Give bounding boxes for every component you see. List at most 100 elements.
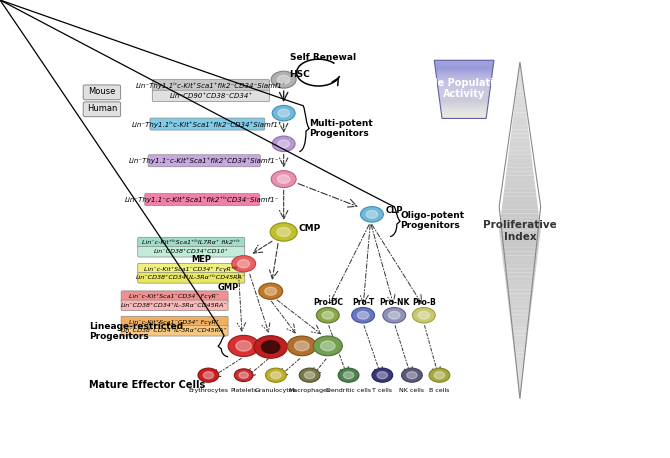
Polygon shape [510,315,531,319]
Circle shape [304,371,315,379]
Polygon shape [515,357,525,361]
Text: HSC: HSC [289,70,310,79]
Polygon shape [434,60,494,61]
Text: T cells: T cells [373,388,393,393]
Polygon shape [436,69,493,70]
Polygon shape [511,323,529,327]
Polygon shape [439,92,490,93]
Polygon shape [439,93,490,94]
Circle shape [236,341,251,351]
Polygon shape [519,390,521,395]
Polygon shape [434,61,494,62]
Polygon shape [515,100,525,104]
Circle shape [407,371,417,379]
Polygon shape [501,209,539,213]
Polygon shape [507,167,533,171]
Polygon shape [511,327,529,332]
Polygon shape [438,83,491,84]
Polygon shape [504,188,536,192]
Circle shape [272,136,295,152]
Circle shape [271,71,296,88]
Polygon shape [502,205,538,209]
Circle shape [429,368,450,382]
Circle shape [239,372,249,378]
Polygon shape [502,256,537,260]
Polygon shape [518,382,522,386]
Circle shape [277,228,290,237]
Polygon shape [513,117,527,121]
Circle shape [383,307,406,323]
Text: Lin⁻c-Kit⁺Sca1⁻CD34⁺ FcγR⁺: Lin⁻c-Kit⁺Sca1⁻CD34⁺ FcγR⁺ [129,319,220,325]
Text: NK cells: NK cells [399,388,424,393]
Polygon shape [436,74,492,75]
FancyBboxPatch shape [83,102,121,117]
Circle shape [272,105,295,121]
Polygon shape [436,75,492,76]
Polygon shape [510,319,530,323]
Text: Pro-T: Pro-T [352,298,375,307]
Text: Lin⁻CD38⁺CD34⁺IL-3Rα⁺ᴵᶜCD45RA⁻: Lin⁻CD38⁺CD34⁺IL-3Rα⁺ᴵᶜCD45RA⁻ [136,275,247,280]
FancyBboxPatch shape [138,273,245,283]
Polygon shape [442,113,487,114]
Text: Lin⁻CD90⁺CD38⁻CD34⁺: Lin⁻CD90⁺CD38⁻CD34⁺ [170,93,253,99]
Polygon shape [512,332,528,336]
Text: Self Renewal: Self Renewal [289,53,356,62]
Polygon shape [441,108,488,109]
Polygon shape [514,104,526,109]
Text: Proliferative
Index: Proliferative Index [483,220,557,242]
Polygon shape [438,86,490,87]
Polygon shape [436,68,493,69]
Polygon shape [509,306,531,311]
Text: Granulocytes: Granulocytes [255,388,297,393]
Polygon shape [517,374,523,378]
FancyBboxPatch shape [152,90,269,102]
Circle shape [343,371,354,379]
Polygon shape [440,101,488,102]
Polygon shape [517,79,523,83]
Text: Lin⁻c-Kit⁺ᴵᶜSca1⁺ᴵᶜIL7Rα⁺ flk2⁺ᴵᶜ: Lin⁻c-Kit⁺ᴵᶜSca1⁺ᴵᶜIL7Rα⁺ flk2⁺ᴵᶜ [142,240,240,245]
Text: Lin⁻c-Kit⁺Sca1⁻CD34⁺ FcγR⁺ᴵᶜ: Lin⁻c-Kit⁺Sca1⁻CD34⁺ FcγR⁺ᴵᶜ [144,266,238,272]
Circle shape [265,368,286,382]
Polygon shape [512,336,528,340]
Polygon shape [442,117,486,119]
Polygon shape [514,353,526,357]
Polygon shape [438,89,490,90]
Polygon shape [440,103,488,104]
Polygon shape [440,99,489,100]
Polygon shape [511,129,529,134]
Polygon shape [436,73,492,74]
Polygon shape [441,109,488,110]
Polygon shape [436,72,492,73]
Polygon shape [513,113,527,117]
Text: Erythrocytes: Erythrocytes [188,388,228,393]
Circle shape [277,76,290,84]
Circle shape [299,368,320,382]
FancyBboxPatch shape [121,291,228,302]
Polygon shape [438,90,490,91]
Polygon shape [438,91,490,92]
FancyBboxPatch shape [150,118,265,130]
Polygon shape [436,70,492,71]
Circle shape [203,371,214,379]
Polygon shape [510,142,531,146]
Polygon shape [502,251,538,256]
Polygon shape [435,62,494,63]
Polygon shape [519,66,521,71]
Polygon shape [514,109,526,113]
Polygon shape [440,105,488,106]
Polygon shape [505,273,535,277]
Polygon shape [441,110,487,111]
Polygon shape [437,78,492,79]
Circle shape [320,341,335,351]
Polygon shape [517,369,523,374]
Text: CMP: CMP [298,224,320,233]
Text: MEP: MEP [192,255,212,264]
Polygon shape [438,87,490,88]
Polygon shape [440,98,489,99]
Text: Lin⁻CD38⁺CD34⁺IL-3Rα⁺CD45RA⁺: Lin⁻CD38⁺CD34⁺IL-3Rα⁺CD45RA⁺ [121,328,228,333]
Polygon shape [439,96,489,97]
Polygon shape [438,82,491,83]
Text: Pro-DC: Pro-DC [313,298,343,307]
Polygon shape [440,107,488,108]
Polygon shape [509,150,531,155]
